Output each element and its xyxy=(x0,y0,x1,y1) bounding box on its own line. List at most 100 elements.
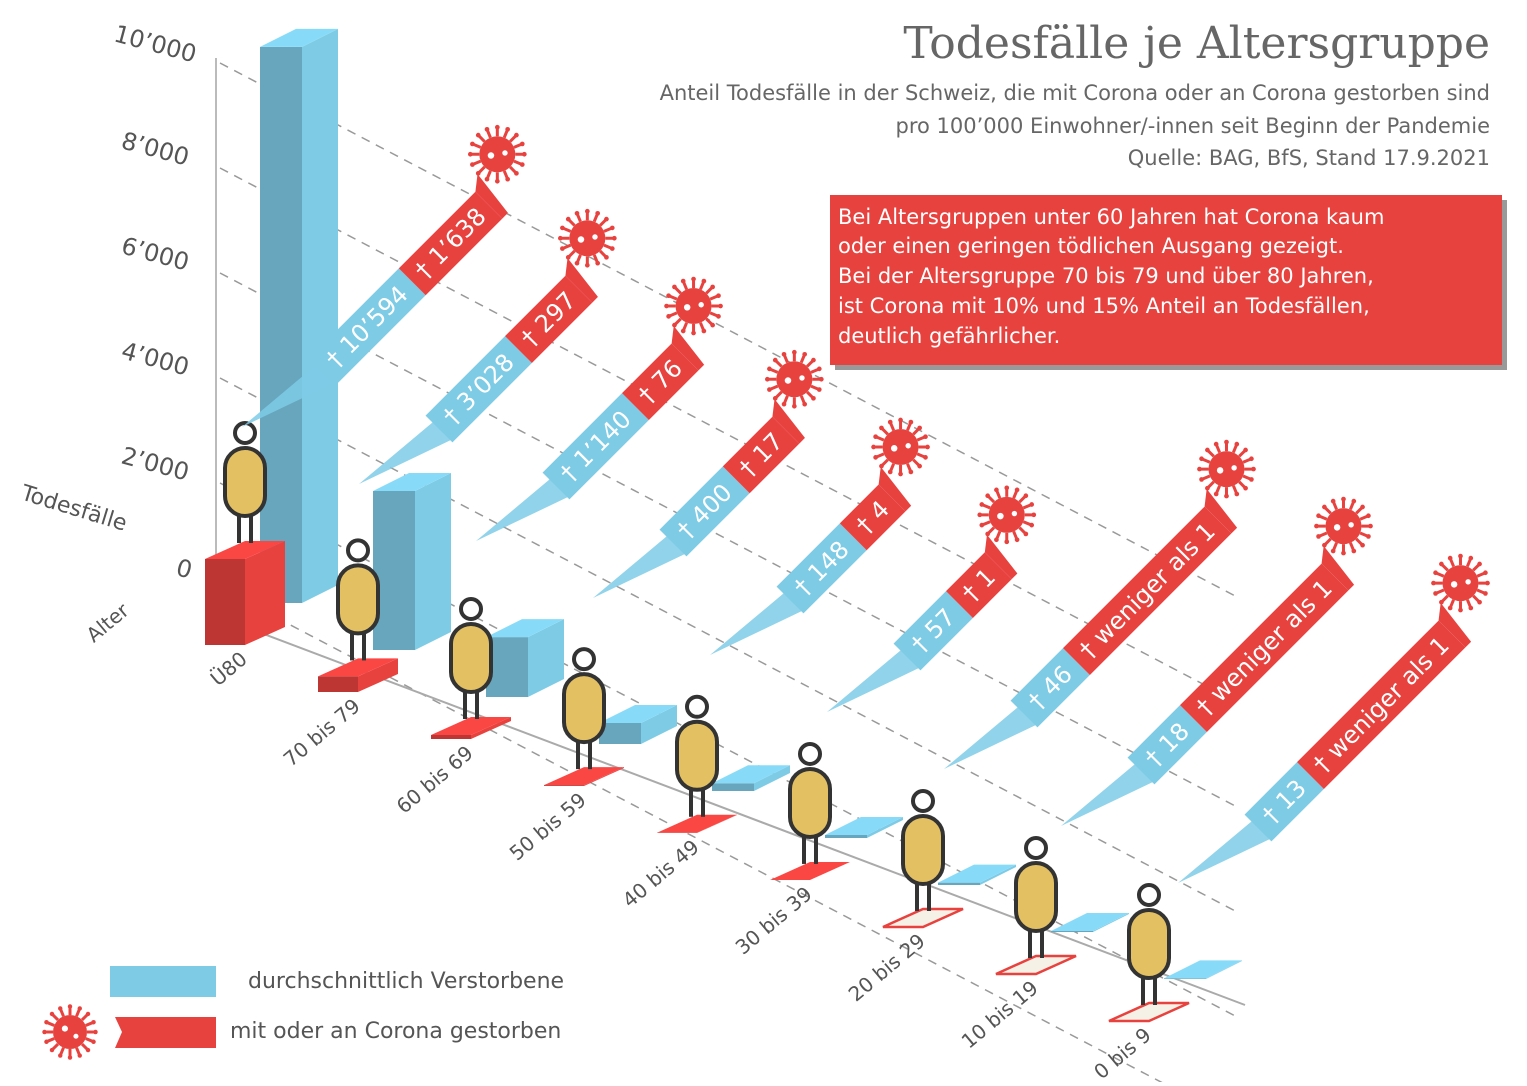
person-head xyxy=(1139,885,1159,905)
virus-dot xyxy=(73,1034,78,1039)
virus-spike-tip xyxy=(521,151,528,158)
y-tick-label: 4’000 xyxy=(118,337,192,382)
virus-spike-tip xyxy=(1484,580,1491,587)
virus-spike-tip xyxy=(1250,466,1257,473)
virus-spike-tip xyxy=(78,1006,82,1010)
virus-spike-tip xyxy=(584,208,591,215)
bar-side xyxy=(245,541,285,645)
virus-icon xyxy=(652,265,735,348)
virus-spike-tip xyxy=(58,1053,62,1057)
virus-spike-tip xyxy=(494,124,501,131)
bar xyxy=(1109,1003,1189,1021)
bar-front xyxy=(260,47,302,603)
virus-spike-tip xyxy=(1340,496,1347,503)
x-tick-label: 70 bis 79 xyxy=(279,694,365,772)
bar xyxy=(712,765,790,791)
virus-spike-tip xyxy=(663,303,670,310)
virus-spike-tip xyxy=(1457,607,1464,614)
virus-icon xyxy=(1419,542,1502,625)
person-figure xyxy=(225,423,265,543)
bar-top xyxy=(544,767,624,785)
person-figure xyxy=(1016,838,1056,958)
bar-front xyxy=(431,735,471,739)
virus-spike-tip xyxy=(897,471,904,478)
virus-spike-tip xyxy=(791,349,798,356)
y-tick-label: 8’000 xyxy=(118,127,192,172)
person-body xyxy=(338,565,378,633)
x-tick-label: 60 bis 69 xyxy=(392,741,478,819)
virus-spike-tip xyxy=(791,403,798,410)
chart: Todesfälle je Altersgruppe Anteil Todesf… xyxy=(0,0,1527,1082)
y-tick-label: 2’000 xyxy=(118,442,192,487)
annotation: ist Corona mit 10% und 15% Anteil an Tod… xyxy=(838,294,1370,318)
bar-top xyxy=(657,815,737,833)
annotation: Bei Altersgruppen unter 60 Jahren hat Co… xyxy=(838,205,1384,229)
virus-spike-tip xyxy=(494,178,501,185)
bar-front xyxy=(712,783,754,791)
bar-front xyxy=(1051,931,1093,932)
virus-dot xyxy=(62,1026,68,1032)
person-body xyxy=(903,816,943,884)
virus-spike-tip xyxy=(870,444,877,451)
annotation: oder einen geringen tödlichen Ausgang ge… xyxy=(838,234,1344,258)
bar-top xyxy=(770,862,850,880)
subtitle: pro 100’000 Einwohner/-innen seit Beginn… xyxy=(896,114,1490,138)
virus-spike-tip xyxy=(611,235,618,242)
virus-spike-tip xyxy=(1196,466,1203,473)
virus-spike-tip xyxy=(1003,485,1010,492)
person-body xyxy=(677,722,717,790)
value-label: † 3’028 xyxy=(438,348,520,430)
person-figure xyxy=(1129,885,1169,1005)
bar-top xyxy=(1109,1003,1189,1021)
person-body xyxy=(451,624,491,692)
person-head xyxy=(461,599,481,619)
x-axis-title: Alter xyxy=(82,598,134,647)
virus-spike-tip xyxy=(50,1048,54,1052)
virus-body xyxy=(53,1015,87,1049)
person-head xyxy=(235,423,255,443)
virus-spike-tip xyxy=(1223,493,1230,500)
virus-spike-tip xyxy=(1313,523,1320,530)
virus-spike-tip xyxy=(42,1030,46,1034)
person-head xyxy=(1026,838,1046,858)
virus-icon xyxy=(859,406,942,489)
bar xyxy=(205,541,285,645)
x-tick-label: 20 bis 29 xyxy=(844,929,930,1007)
person-figure xyxy=(903,791,943,911)
bar xyxy=(657,815,737,833)
virus-spike-tip xyxy=(91,1020,95,1024)
person-head xyxy=(687,697,707,717)
virus-spike-tip xyxy=(78,1053,82,1057)
bar xyxy=(431,717,511,739)
virus-spike-tip xyxy=(976,512,983,519)
virus-spike-tip xyxy=(1340,550,1347,557)
value-label: † 1’140 xyxy=(555,405,637,487)
virus-spike-tip xyxy=(93,1030,97,1034)
person-body xyxy=(1016,863,1056,931)
person-head xyxy=(800,744,820,764)
page: Todesfälle je Altersgruppe Anteil Todesf… xyxy=(0,0,1527,1082)
person-body xyxy=(564,674,604,742)
virus-icon xyxy=(1302,485,1385,568)
x-tick-label: 50 bis 59 xyxy=(505,788,591,866)
bar-front xyxy=(205,559,245,645)
virus-spike-tip xyxy=(1367,523,1374,530)
bar xyxy=(938,865,1016,885)
bar-top xyxy=(938,865,1016,883)
subtitle: Anteil Todesfälle in der Schweiz, die mi… xyxy=(660,81,1490,105)
person-figure xyxy=(451,599,491,719)
person-head xyxy=(913,791,933,811)
bar xyxy=(770,862,850,880)
legend-swatch xyxy=(115,1017,216,1048)
bar-top xyxy=(996,956,1076,974)
bar xyxy=(883,909,963,927)
virus-spike-tip xyxy=(1430,580,1437,587)
value-label: † weniger als 1 xyxy=(1308,631,1455,778)
virus-spike-tip xyxy=(91,1040,95,1044)
bar xyxy=(260,29,338,603)
virus-spike-tip xyxy=(1223,439,1230,446)
virus-icon xyxy=(546,197,629,280)
x-tick-label: Ü80 xyxy=(206,647,252,691)
y-axis-title: Todesfälle xyxy=(17,481,130,537)
virus-spike-tip xyxy=(86,1048,90,1052)
